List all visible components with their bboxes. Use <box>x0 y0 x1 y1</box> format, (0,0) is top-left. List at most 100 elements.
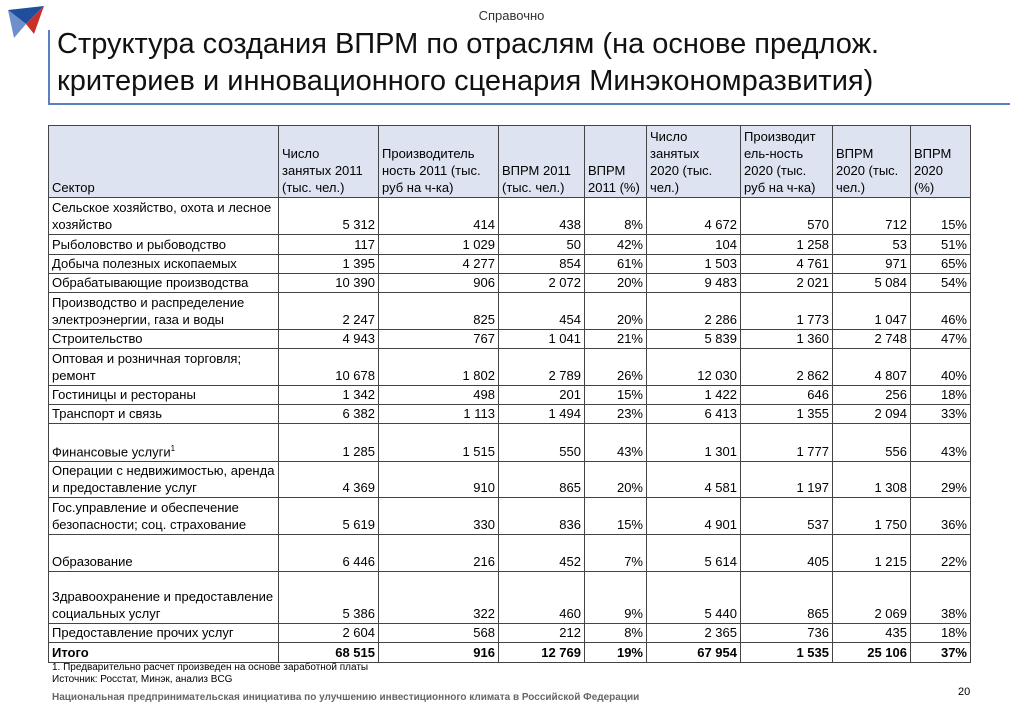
value-cell: 4 581 <box>646 461 741 498</box>
sector-cell: Строительство <box>48 329 279 349</box>
cell-text: 1 029 <box>462 237 495 252</box>
column-header: ВПРМ 2011 (%) <box>584 125 647 198</box>
cell-text: 2 748 <box>874 331 907 346</box>
value-cell: 53 <box>832 234 911 255</box>
table-row: Финансовые услуги1 1 285 1 515 550 43% 1 301 1… <box>48 423 971 462</box>
cell-text: 550 <box>559 444 581 459</box>
cell-text: 1 301 <box>704 444 737 459</box>
cell-text: 4 807 <box>874 368 907 383</box>
value-cell: 414 <box>378 197 499 235</box>
cell-text: 322 <box>473 606 495 621</box>
cell-text: 6 413 <box>704 406 737 421</box>
cell-text: 2 365 <box>704 625 737 640</box>
value-cell: 212 <box>498 623 585 643</box>
cell-text: 4 901 <box>704 517 737 532</box>
cell-text: Предоставление прочих услуг <box>52 625 234 640</box>
cell-text: 1 773 <box>796 312 829 327</box>
cell-text: 4 943 <box>342 331 375 346</box>
value-cell: 42% <box>584 234 647 255</box>
value-cell: 910 <box>378 461 499 498</box>
value-cell: 1 285 <box>278 423 379 462</box>
value-cell: 4 943 <box>278 329 379 349</box>
cell-text: 43% <box>940 444 967 459</box>
cell-text: 9 483 <box>704 275 737 290</box>
cell-text: 5 614 <box>704 554 737 569</box>
cell-text: 5 084 <box>874 275 907 290</box>
value-cell: 37% <box>910 642 971 663</box>
cell-text: 736 <box>807 625 829 640</box>
cell-text: 42% <box>616 237 643 252</box>
value-cell: 4 672 <box>646 197 741 235</box>
value-cell: 20% <box>584 461 647 498</box>
cell-text: 1 342 <box>342 387 375 402</box>
cell-text: 2 021 <box>796 275 829 290</box>
cell-text: 4 581 <box>704 480 737 495</box>
value-cell: 4 807 <box>832 348 911 386</box>
cell-text: 50 <box>566 237 581 252</box>
footnotes: 1. Предварительно расчет произведен на о… <box>52 662 368 686</box>
cell-text: 452 <box>559 554 581 569</box>
cell-text: 20% <box>616 480 643 495</box>
cell-text: 1 258 <box>796 237 829 252</box>
cell-text: 1 215 <box>874 554 907 569</box>
cell-text: 568 <box>473 625 495 640</box>
cell-text: 61% <box>616 256 643 271</box>
value-cell: 117 <box>278 234 379 255</box>
value-cell: 1 750 <box>832 497 911 535</box>
value-cell: 104 <box>646 234 741 255</box>
value-cell: 1 422 <box>646 385 741 405</box>
value-cell: 1 777 <box>740 423 833 462</box>
sector-cell: Транспорт и связь <box>48 404 279 424</box>
value-cell: 460 <box>498 571 585 624</box>
value-cell: 10 678 <box>278 348 379 386</box>
cell-text: 570 <box>807 217 829 232</box>
value-cell: 570 <box>740 197 833 235</box>
table-row: Гостиницы и рестораны 1 342 498 201 15% 1 422… <box>48 385 971 405</box>
sector-cell: Операции с недвижимостью, аренда и предо… <box>48 461 279 498</box>
cell-text: 201 <box>559 387 581 402</box>
cell-text: 46% <box>940 312 967 327</box>
cell-text: 460 <box>559 606 581 621</box>
value-cell: 454 <box>498 292 585 330</box>
cell-text: Итого <box>52 645 89 660</box>
value-cell: 40% <box>910 348 971 386</box>
cell-text: 916 <box>473 645 495 660</box>
cell-text: 8% <box>624 625 643 640</box>
value-cell: 435 <box>832 623 911 643</box>
value-cell: 29% <box>910 461 971 498</box>
cell-text: 405 <box>807 554 829 569</box>
cell-text: 54% <box>940 275 967 290</box>
value-cell: 1 301 <box>646 423 741 462</box>
value-cell: 6 382 <box>278 404 379 424</box>
table-row: Обрабатывающие производства 10 390 906 2 07… <box>48 273 971 293</box>
header-line: руб на ч-ка) <box>382 180 454 195</box>
table-row: Транспорт и связь 6 382 1 113 1 494 23% 6 413… <box>48 404 971 424</box>
sector-cell: Здравоохранение и предоставление социаль… <box>48 571 279 624</box>
value-cell: 12 030 <box>646 348 741 386</box>
header-line: 2011 (%) <box>588 180 640 195</box>
table-row: Строительство 4 943 767 1 041 21% 5 839 1 360 2… <box>48 329 971 349</box>
header-line: 2020 (тыс. <box>744 163 807 178</box>
cell-text: 5 619 <box>342 517 375 532</box>
value-cell: 330 <box>378 497 499 535</box>
cell-text: 1 041 <box>548 331 581 346</box>
cell-text: 15% <box>940 217 967 232</box>
value-cell: 2 286 <box>646 292 741 330</box>
value-cell: 5 614 <box>646 534 741 572</box>
value-cell: 1 041 <box>498 329 585 349</box>
cell-text: 33% <box>940 406 967 421</box>
value-cell: 865 <box>740 571 833 624</box>
value-cell: 854 <box>498 254 585 274</box>
value-cell: 23% <box>584 404 647 424</box>
cell-text: 15% <box>616 387 643 402</box>
cell-text: 2 286 <box>704 312 737 327</box>
header-line: занятых <box>650 146 700 161</box>
value-cell: 4 761 <box>740 254 833 274</box>
value-cell: 767 <box>378 329 499 349</box>
header-line: чел.) <box>650 180 680 195</box>
table-row: Сельское хозяйство, охота и лесное хозяй… <box>48 197 971 235</box>
value-cell: 22% <box>910 534 971 572</box>
table-row: Добыча полезных ископаемых 1 395 4 277 854 6… <box>48 254 971 274</box>
cell-text: 25 106 <box>867 645 907 660</box>
